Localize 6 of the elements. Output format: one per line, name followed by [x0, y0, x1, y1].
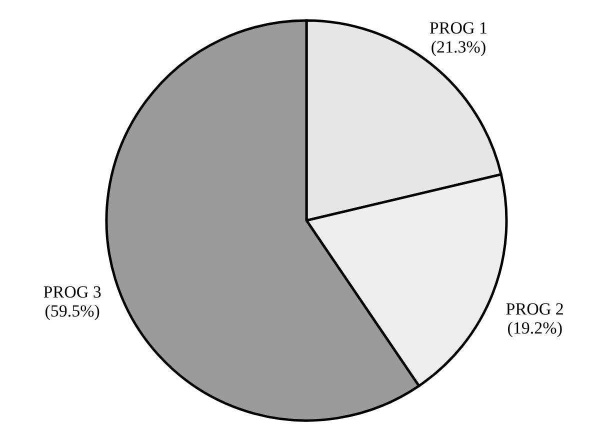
data-label: (59.5%) — [44, 302, 100, 321]
slice-label: PROG 1 — [429, 18, 488, 38]
data-label: (19.2%) — [507, 318, 562, 338]
slice-label: PROG 2 — [506, 299, 564, 318]
data-label: (21.3%) — [430, 37, 486, 56]
slice-label: PROG 3 — [43, 282, 102, 302]
